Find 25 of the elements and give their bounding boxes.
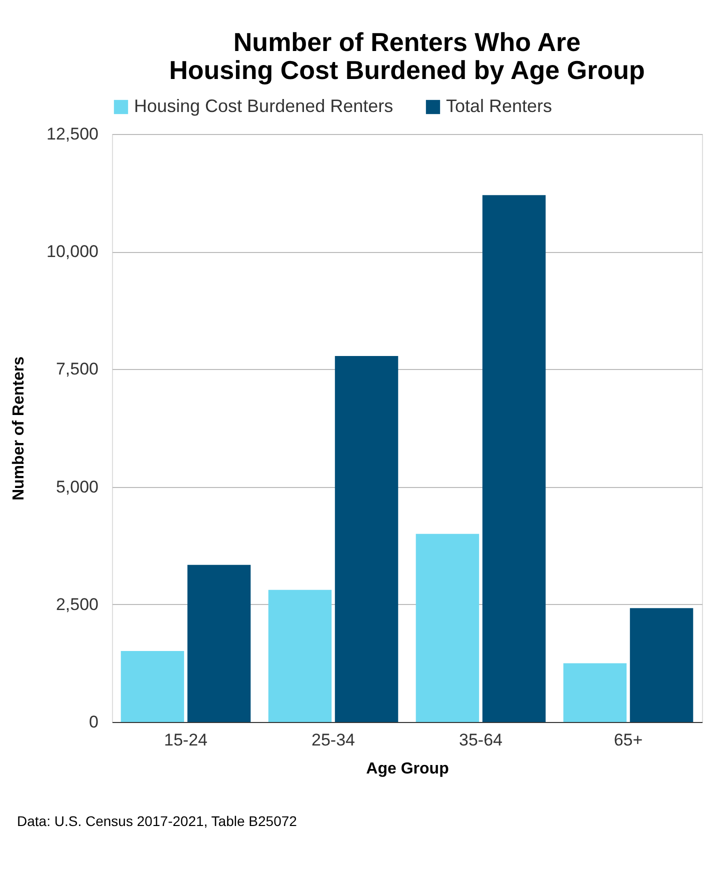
bar [268,590,332,722]
bar [334,356,398,722]
y-tick-label: 2,500 [56,594,98,614]
bar [187,564,251,722]
text: Housing Cost Burdened by Age Group [169,55,645,85]
legend-label: Housing Cost Burdened Renters [134,96,394,116]
legend-label: Total Renters [446,96,552,116]
text: Number of Renters Who Are [233,27,581,57]
bar [416,534,480,722]
y-tick-label: 12,500 [46,124,98,144]
bar [120,650,184,722]
bar [482,195,546,722]
x-tick-label: 25-34 [312,730,355,750]
bar [563,663,627,722]
x-tick-label: 65+ [614,730,643,750]
y-tick-label: 7,500 [56,360,98,379]
y-axis-title: Number of Renters [10,356,28,501]
y-tick-label: 0 [89,712,98,732]
x-tick-label: 15-24 [164,730,208,750]
y-tick-label: 10,000 [46,242,98,262]
text: Data: U.S. Census 2017-2021, Table B25072 [17,813,298,829]
x-tick-label: 35-64 [459,730,502,750]
y-tick-label: 5,000 [56,477,98,496]
bar [630,608,694,722]
x-axis-title: Age Group [366,760,450,778]
